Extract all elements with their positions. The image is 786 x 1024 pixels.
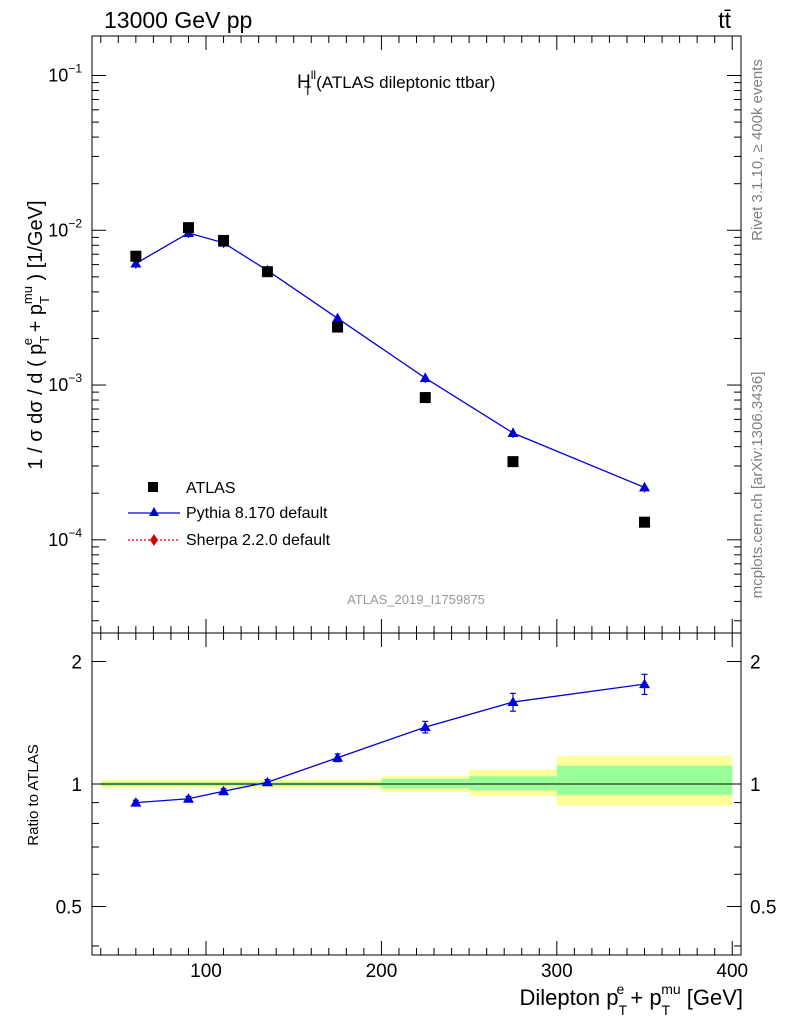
legend: ATLAS Pythia 8.170 default Sherpa 2.2.0 … [128,480,331,549]
atlas-point [419,392,431,404]
atlas-point [218,234,230,246]
pythia-line [135,232,645,489]
ratio-frame [91,632,742,956]
ratio-y-axis-label: Ratio to ATLAS [25,744,42,845]
ratio-y-ticklabel-right: 1 [750,775,761,796]
ratio-pythia-point [507,696,519,707]
legend-marker-sherpa [150,534,158,546]
svg-text:1 / σ dσ / d ( pTe + pTmu ) [: 1 / σ dσ / d ( pTe + pTmu ) [1/GeV] [20,200,52,469]
analysis-watermark: ATLAS_2019_I1759875 [347,592,485,607]
pythia-point [130,258,142,268]
x-ticklabel: 200 [366,961,398,982]
x-ticklabel: 100 [190,961,222,982]
rivet-version-label: Rivet 3.1.10, ≥ 400k events [749,59,766,241]
main-ticks [92,36,741,633]
title-subscript: T [304,84,312,98]
svg-text:Dilepton pTe + pTmu [GeV]: Dilepton pTe + pTmu [GeV] [519,981,743,1018]
ratio-y-ticklabel: 1 [71,775,82,796]
ratio-ticks [92,633,741,955]
ratio-y-ticklabel: 0.5 [56,897,82,918]
pythia-point [419,372,431,383]
legend-label-atlas: ATLAS [186,480,236,497]
ratio-pythia-point [130,797,142,807]
ratio-y-ticklabel: 2 [71,653,82,674]
ratio-pythia-point [261,776,273,787]
legend-marker-atlas [148,482,158,492]
pythia-point [507,427,519,437]
header-process-label: tt̄ [718,7,731,33]
ratio-y-ticklabel-right: 0.5 [750,897,776,918]
title-main: H [297,72,311,93]
atlas-point [332,321,344,333]
ratio-band-green [556,765,733,795]
series-pythia [130,227,651,493]
main-y-axis-label: 1 / σ dσ / d ( pTe + pTmu ) [1/GeV] [20,200,52,469]
x-axis-label: Dilepton pTe + pTmu [GeV] [519,981,743,1018]
pythia-point [639,481,651,492]
x-ticklabel: 300 [541,961,573,982]
ratio-y-ticklabel-right: 2 [750,653,761,674]
atlas-point [507,456,519,468]
atlas-point [130,250,142,262]
main-y-ticklabel: 10−3 [48,371,82,395]
x-ticklabels: 100 200 300 400 [190,961,748,982]
ratio-uncertainty-bands [100,756,733,806]
main-y-ticklabels: 10−1 10−2 10−3 10−4 [48,62,82,550]
ratio-band-green [469,776,557,791]
ratio-panel: 0.5 0.5 1 1 2 2 100 200 300 400 Ratio to ATLAS D… [25,632,777,1018]
title-rest: (ATLAS dileptonic ttbar) [311,73,495,92]
atlas-point [639,516,651,528]
ratio-y-ticklabels: 0.5 0.5 1 1 2 2 [56,653,777,919]
main-y-ticklabel: 10−4 [48,526,82,550]
series-atlas [130,222,651,528]
header-energy-label: 13000 GeV pp [104,7,252,33]
ratio-series-pythia [130,673,651,807]
ratio-pythia-point [639,678,651,689]
ratio-pythia-point [419,721,431,732]
main-y-ticklabel: 10−1 [48,62,82,86]
ratio-pythia-point [332,752,344,762]
main-title: Hll T (ATLAS dileptonic ttbar) [297,68,495,98]
main-panel: 10−1 10−2 10−3 10−4 Hll T (ATLAS dileptonic … [20,35,742,634]
pythia-point [332,312,344,323]
mcplots-label: mcplots.cern.ch [arXiv:1306.3436] [749,372,766,599]
ratio-pythia-point [218,785,230,796]
atlas-point [182,222,194,234]
legend-label-sherpa: Sherpa 2.2.0 default [186,532,331,549]
atlas-point [261,266,273,278]
ratio-pythia-point [182,793,194,803]
x-ticklabel: 400 [716,961,748,982]
main-y-ticklabel: 10−2 [48,216,82,240]
title-superscript: ll [311,68,316,82]
legend-label-pythia: Pythia 8.170 default [186,505,328,522]
legend-marker-pythia [149,507,159,516]
ratio-pythia-line [135,683,645,804]
